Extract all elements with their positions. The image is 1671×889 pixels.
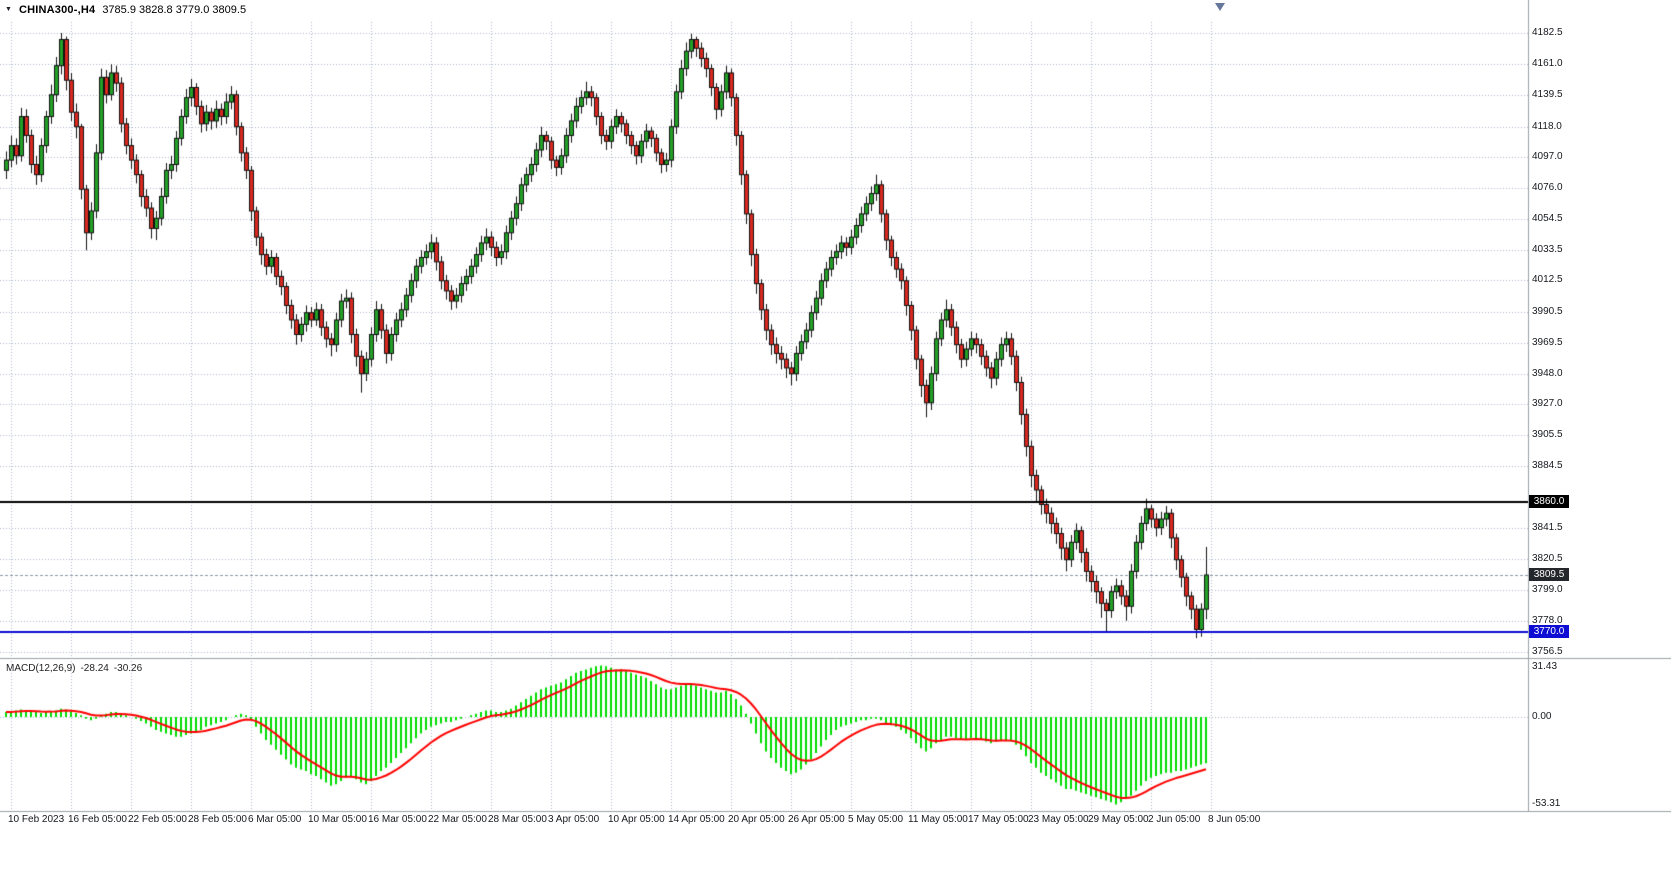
time-axis-label: 26 Apr 05:00 [788, 814, 845, 825]
time-axis-label: 28 Mar 05:00 [488, 814, 547, 825]
time-axis-label: 28 Feb 05:00 [188, 814, 247, 825]
price-axis-label: 4118.0 [1532, 120, 1562, 132]
support-line-badge: 3770.0 [1529, 625, 1569, 639]
price-axis-label: 3799.0 [1532, 584, 1563, 596]
price-axis-label: 3756.5 [1532, 646, 1563, 657]
chart-title: ▼ CHINA300-,H4 3785.9 3828.8 3779.0 3809… [5, 4, 246, 16]
time-axis-label: 16 Feb 05:00 [68, 814, 127, 825]
price-axis-label: 4182.5 [1532, 27, 1563, 38]
price-axis-label: 4012.5 [1532, 274, 1563, 286]
macd-value-label: -28.24 [80, 663, 109, 674]
time-axis-label: 2 Jun 05:00 [1148, 814, 1201, 825]
price-axis-label: 4076.0 [1532, 181, 1563, 193]
time-axis-label: 10 Mar 05:00 [308, 814, 367, 825]
price-axis-label: 3841.5 [1532, 522, 1563, 534]
time-axis-label: 22 Mar 05:00 [428, 814, 487, 825]
price-axis-label: 3990.5 [1532, 305, 1563, 317]
macd-name-label: MACD(12,26,9) [6, 663, 76, 674]
time-axis-label: 22 Feb 05:00 [128, 814, 187, 825]
symbol-period-label: CHINA300-,H4 [18, 4, 96, 16]
price-axis-label: 3778.0 [1532, 614, 1563, 626]
time-axis-label: 20 Apr 05:00 [728, 814, 785, 825]
time-axis-label: 6 Mar 05:00 [248, 814, 302, 825]
time-axis-label: 29 May 05:00 [1088, 814, 1149, 825]
time-axis-label: 11 May 05:00 [908, 814, 968, 825]
macd-scale-max-label: 31.43 [1532, 661, 1558, 672]
symbol-marker-icon: ▼ [5, 5, 12, 13]
price-axis-label: 4097.0 [1532, 151, 1563, 163]
time-axis-label: 23 May 05:00 [1028, 814, 1089, 825]
time-axis-label: 17 May 05:00 [968, 814, 1029, 825]
current-price-badge: 3809.5 [1529, 567, 1569, 581]
time-axis-label: 14 Apr 05:00 [668, 814, 725, 825]
price-axis-label: 4139.5 [1532, 89, 1563, 101]
time-axis-label: 16 Mar 05:00 [368, 814, 427, 825]
macd-signal-value-label: -30.26 [113, 663, 143, 674]
macd-indicator-label: MACD(12,26,9) -28.24 -30.26 [6, 663, 147, 674]
time-axis-label: 3 Apr 05:00 [548, 814, 600, 825]
resistance-line-badge: 3860.0 [1529, 494, 1569, 508]
time-axis-label: 5 May 05:00 [848, 814, 904, 825]
macd-scale-min-label: -53.31 [1532, 798, 1561, 810]
price-axis-label: 4161.0 [1532, 58, 1563, 70]
price-axis-label: 3820.5 [1532, 553, 1563, 564]
time-axis-label: 10 Apr 05:00 [608, 814, 665, 825]
price-axis-label: 4054.5 [1532, 212, 1563, 224]
time-axis-label: 10 Feb 2023 [8, 814, 65, 825]
macd-scale-zero-label: 0.00 [1532, 711, 1552, 722]
time-axis-label: 8 Jun 05:00 [1208, 814, 1261, 825]
price-axis-label: 3905.5 [1532, 429, 1563, 441]
price-axis-label: 4033.5 [1532, 243, 1563, 255]
price-axis-label: 3927.0 [1532, 398, 1563, 410]
chart-shift-marker-icon[interactable] [1215, 3, 1225, 11]
price-axis-label: 3948.0 [1532, 367, 1563, 379]
price-axis-label: 3884.5 [1532, 460, 1563, 471]
ohlc-values-label: 3785.9 3828.8 3779.0 3809.5 [102, 4, 247, 16]
price-axis-label: 3969.5 [1532, 336, 1563, 348]
